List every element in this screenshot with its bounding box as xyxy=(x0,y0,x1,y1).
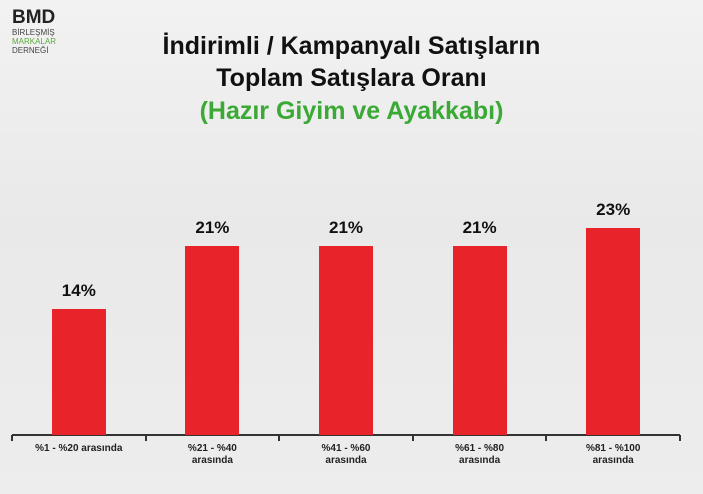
x-tick-label: %21 - %40 arasında xyxy=(187,443,237,466)
x-tick-label: %81 - %100 arasında xyxy=(585,443,641,466)
logo-line: BİRLEŞMİŞ xyxy=(12,28,55,37)
chart-title: İndirimli / Kampanyalı Satışların xyxy=(162,32,541,60)
axis-tick xyxy=(679,435,681,441)
value-label: 14% xyxy=(61,281,96,300)
logo-name: BMD xyxy=(12,7,56,28)
value-label: 21% xyxy=(195,218,230,237)
bar xyxy=(51,309,106,435)
x-tick-label: %61 - %80 arasında xyxy=(455,443,505,466)
x-tick-label: %1 - %20 arasında xyxy=(35,443,123,454)
x-tick-label: %41 - %60 arasında xyxy=(321,443,371,466)
axis-tick xyxy=(545,435,548,441)
axis-tick xyxy=(144,435,147,441)
bar xyxy=(319,246,373,435)
logo: BMD BİRLEŞMİŞ MARKALAR DERNEĞİ xyxy=(12,7,57,56)
x-axis xyxy=(12,434,680,436)
value-label: 23% xyxy=(596,200,631,219)
logo-line: MARKALAR xyxy=(12,37,57,46)
axis-tick xyxy=(411,435,414,441)
chart-title: Toplam Satışlara Oranı xyxy=(216,64,487,92)
axis-tick xyxy=(11,435,13,441)
logo-line: DERNEĞİ xyxy=(12,46,49,55)
axis-tick xyxy=(278,435,281,441)
bar xyxy=(586,228,641,435)
chart-subtitle: (Hazır Giyim ve Ayakkabı) xyxy=(199,97,504,125)
value-label: 21% xyxy=(462,218,497,237)
bar xyxy=(185,246,240,435)
bar xyxy=(452,246,507,435)
value-label: 21% xyxy=(328,218,364,237)
